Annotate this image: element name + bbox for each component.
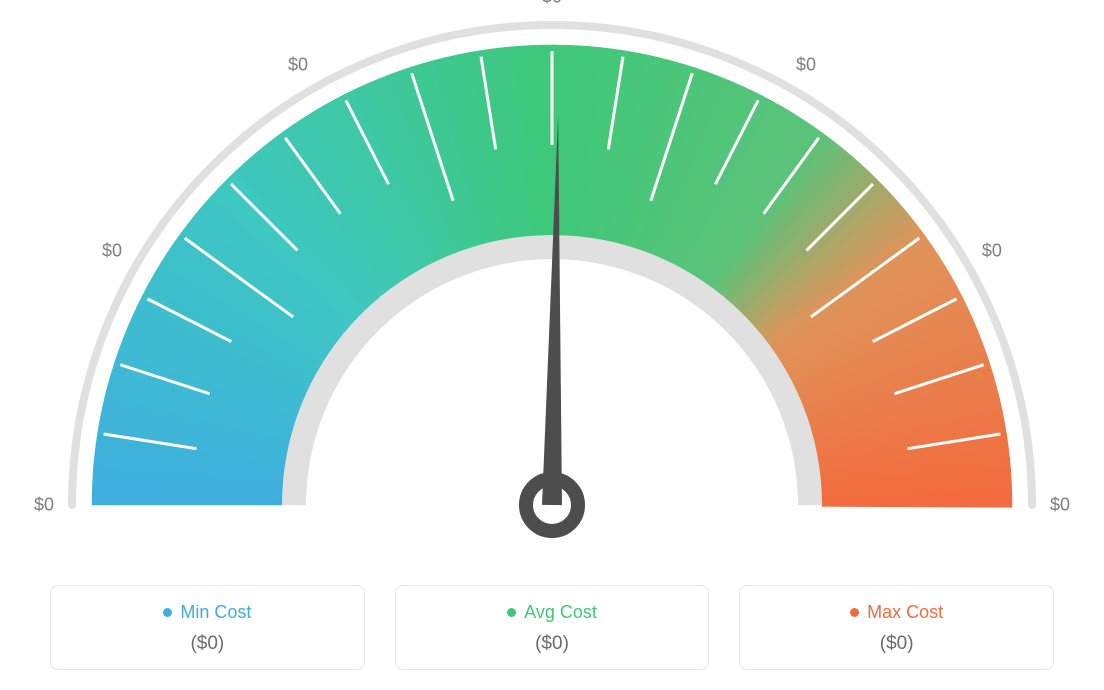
legend-row: Min Cost ($0) Avg Cost ($0) Max Cost ($0…	[50, 585, 1054, 670]
legend-card-min: Min Cost ($0)	[50, 585, 365, 670]
legend-card-max: Max Cost ($0)	[739, 585, 1054, 670]
dot-icon	[163, 608, 172, 617]
gauge-tick-label: $0	[288, 55, 308, 76]
legend-title-min: Min Cost	[163, 602, 251, 623]
dot-icon	[507, 608, 516, 617]
gauge-tick-label: $0	[1050, 495, 1070, 516]
gauge-tick-label: $0	[34, 495, 54, 516]
gauge-tick-label: $0	[102, 241, 122, 262]
gauge-tick-label: $0	[796, 55, 816, 76]
gauge-tick-label: $0	[982, 241, 1002, 262]
legend-value-min: ($0)	[63, 633, 352, 655]
legend-card-avg: Avg Cost ($0)	[395, 585, 710, 670]
legend-label-min: Min Cost	[180, 602, 251, 623]
dot-icon	[850, 608, 859, 617]
legend-value-max: ($0)	[752, 633, 1041, 655]
legend-title-avg: Avg Cost	[507, 602, 597, 623]
legend-label-avg: Avg Cost	[524, 602, 597, 623]
gauge-svg	[0, 0, 1104, 560]
gauge-tick-label: $0	[542, 0, 562, 8]
legend-value-avg: ($0)	[408, 633, 697, 655]
gauge: $0 $0 $0 $0 $0 $0 $0	[0, 0, 1104, 560]
gauge-chart-container: $0 $0 $0 $0 $0 $0 $0 Min Cost ($0) Avg Cost ($…	[0, 0, 1104, 690]
legend-title-max: Max Cost	[850, 602, 943, 623]
legend-label-max: Max Cost	[867, 602, 943, 623]
